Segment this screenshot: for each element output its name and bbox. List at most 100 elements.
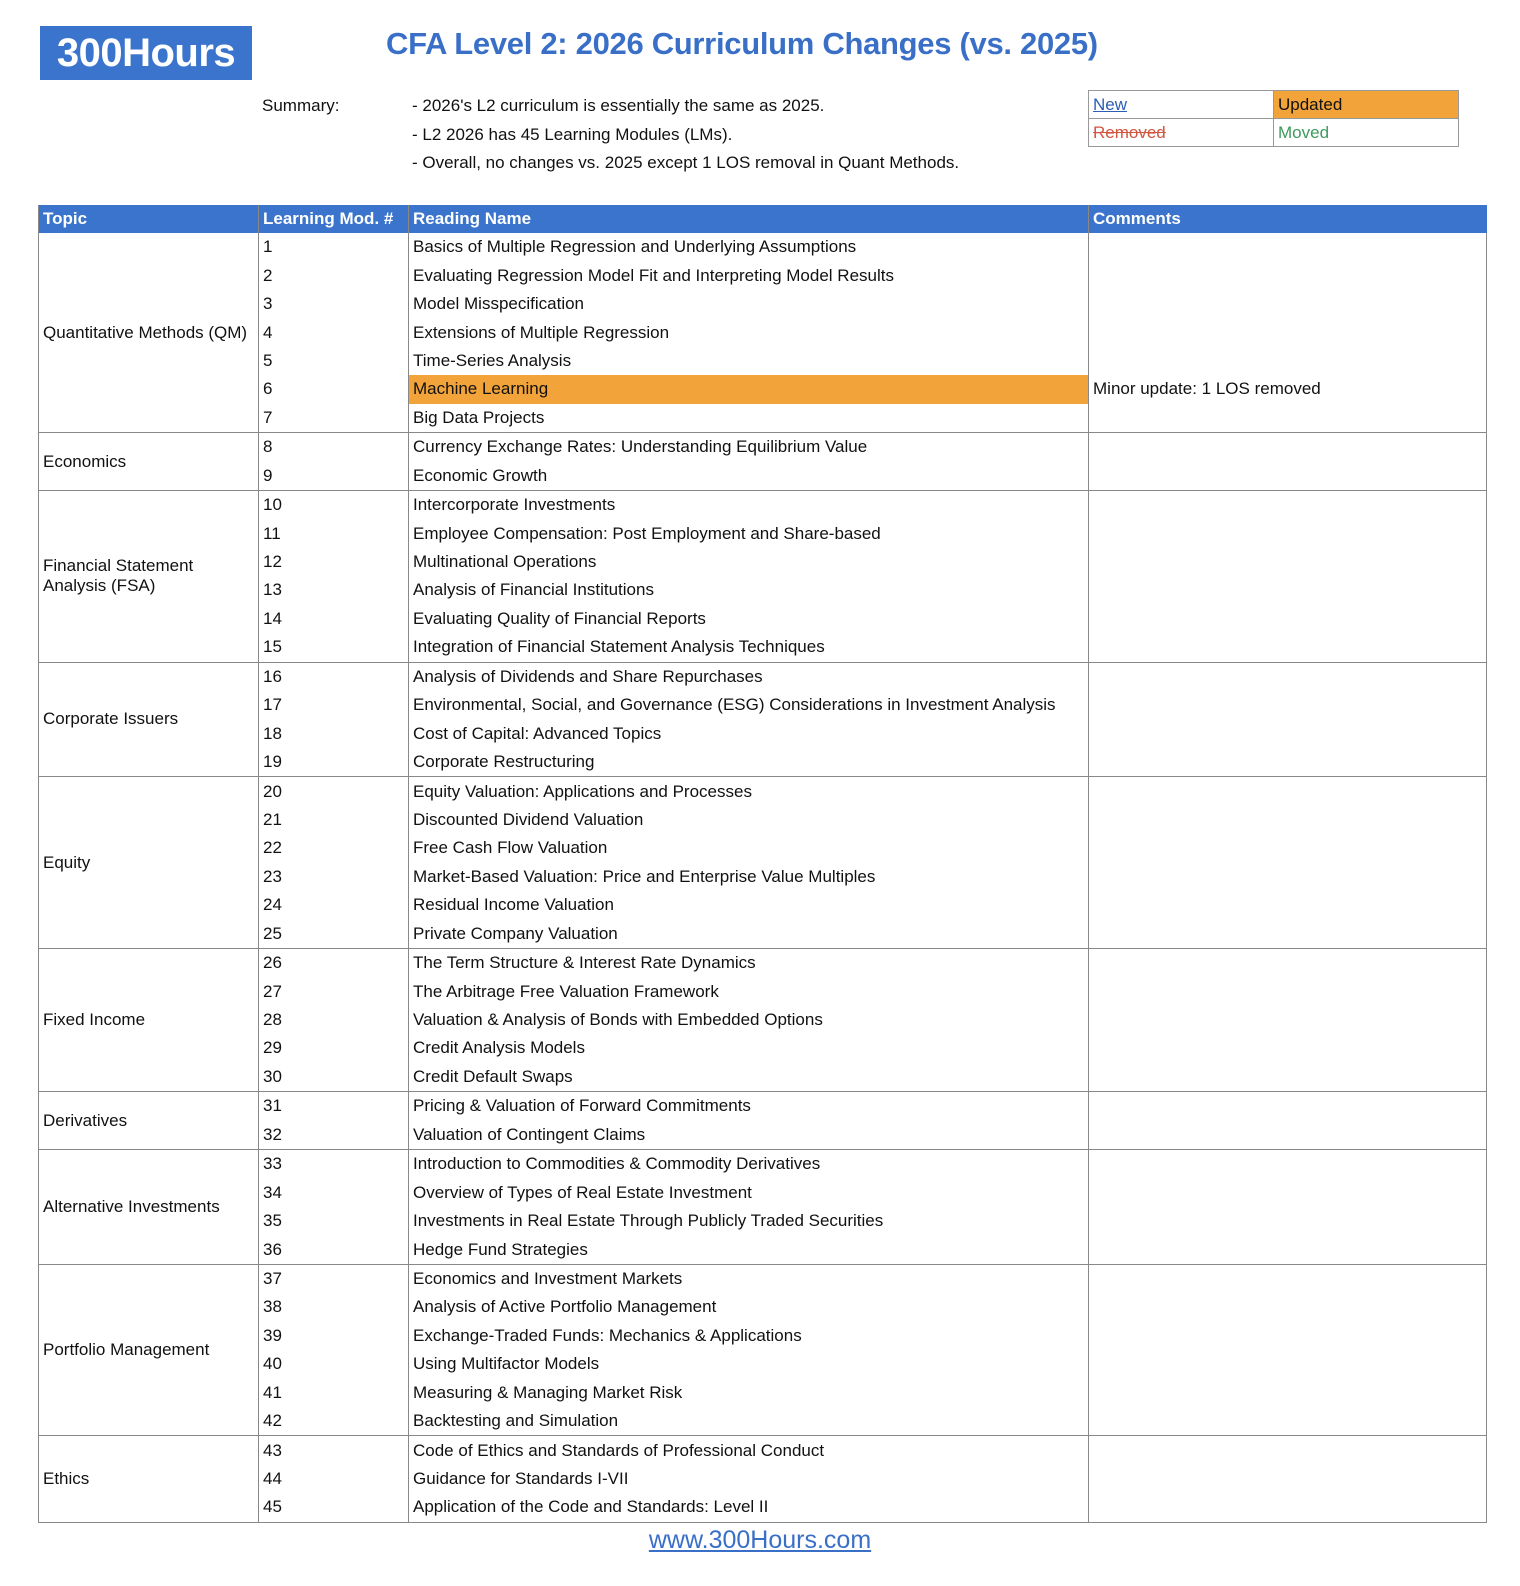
module-number: 13: [258, 576, 409, 605]
table-row: 12 Multinational Operations: [39, 547, 1487, 577]
comment: [1088, 490, 1487, 520]
comment: [1088, 1406, 1487, 1437]
table-row: Financial Statement Analysis (FSA) 10 Inte…: [38, 490, 1487, 663]
reading-name: Guidance for Standards I-VII: [408, 1464, 1089, 1494]
comment: [1088, 862, 1487, 892]
module-number: 41: [258, 1378, 409, 1407]
module-number: 32: [258, 1120, 409, 1150]
reading-name: Private Company Valuation: [408, 919, 1089, 949]
module-number: 38: [258, 1293, 409, 1322]
legend: New Updated Removed Moved: [1088, 90, 1459, 147]
comment: [1088, 1264, 1487, 1294]
reading-name: Market-Based Valuation: Price and Enterp…: [408, 862, 1089, 892]
reading-name: Hedge Fund Strategies: [408, 1235, 1089, 1265]
reading-name: Extensions of Multiple Regression: [408, 318, 1089, 347]
module-number: 35: [258, 1206, 409, 1236]
reading-name: Pricing & Valuation of Forward Commitmen…: [408, 1091, 1089, 1121]
table-row: 19 Corporate Restructuring: [39, 747, 1487, 778]
comment: Minor update: 1 LOS removed: [1088, 375, 1487, 404]
reading-name: The Term Structure & Interest Rate Dynam…: [408, 948, 1089, 978]
comment: [1088, 233, 1487, 262]
module-number: 27: [258, 977, 409, 1006]
module-number: 17: [258, 691, 409, 720]
comment: [1088, 776, 1487, 806]
reading-name: Integration of Financial Statement Analy…: [408, 633, 1089, 663]
comment: [1088, 1120, 1487, 1150]
table-row: 3 Model Misspecification: [39, 289, 1487, 319]
table-row: 44 Guidance for Standards I-VII: [39, 1464, 1487, 1494]
table-row: 9 Economic Growth: [39, 461, 1487, 491]
comment: [1088, 977, 1487, 1006]
reading-name: Overview of Types of Real Estate Investm…: [408, 1178, 1089, 1207]
module-number: 3: [258, 289, 409, 319]
reading-name: Introduction to Commodities & Commodity …: [408, 1149, 1089, 1179]
comment: [1088, 633, 1487, 663]
website-link[interactable]: www.300Hours.com: [648, 1526, 872, 1554]
module-number: 31: [258, 1091, 409, 1121]
table-row: 22 Free Cash Flow Valuation: [39, 834, 1487, 863]
reading-name: Equity Valuation: Applications and Proce…: [408, 776, 1089, 806]
table-row: Quantitative Methods (QM) 1 Basics of Mult…: [38, 233, 1487, 434]
comment: [1088, 1321, 1487, 1351]
module-number: 24: [258, 891, 409, 920]
comment: [1088, 691, 1487, 720]
reading-name: Free Cash Flow Valuation: [408, 834, 1089, 863]
comment: [1088, 1206, 1487, 1236]
reading-name: Investments in Real Estate Through Publi…: [408, 1206, 1089, 1236]
comment: [1088, 805, 1487, 835]
comment: [1088, 519, 1487, 548]
reading-name: Cost of Capital: Advanced Topics: [408, 719, 1089, 748]
table-row: Equity 20 Equity Valuation: Applications a…: [38, 776, 1487, 949]
reading-name: Time-Series Analysis: [408, 346, 1089, 376]
table-row: 18 Cost of Capital: Advanced Topics: [39, 719, 1487, 748]
comment: [1088, 1091, 1487, 1121]
comment: [1088, 1378, 1487, 1407]
module-number: 11: [258, 519, 409, 548]
header-reading-name: Reading Name: [408, 205, 1089, 233]
reading-name: Credit Analysis Models: [408, 1034, 1089, 1063]
reading-name: Intercorporate Investments: [408, 490, 1089, 520]
module-number: 6: [258, 375, 409, 404]
table-row: 30 Credit Default Swaps: [39, 1062, 1487, 1093]
reading-name: Using Multifactor Models: [408, 1350, 1089, 1379]
module-number: 23: [258, 862, 409, 892]
table-row: 34 Overview of Types of Real Estate Inves…: [39, 1178, 1487, 1207]
summary-line: - 2026's L2 curriculum is essentially th…: [412, 96, 825, 115]
topic-cell: Economics: [38, 432, 259, 491]
comment: [1088, 1350, 1487, 1379]
comment: [1088, 1178, 1487, 1207]
table-row: 28 Valuation & Analysis of Bonds with Emb…: [39, 1005, 1487, 1035]
module-number: 4: [258, 318, 409, 347]
module-number: 7: [258, 403, 409, 434]
reading-name: Environmental, Social, and Governance (E…: [408, 691, 1089, 720]
comment: [1088, 662, 1487, 691]
reading-name: Valuation of Contingent Claims: [408, 1120, 1089, 1150]
module-number: 36: [258, 1235, 409, 1265]
module-number: 42: [258, 1406, 409, 1437]
comment: [1088, 318, 1487, 347]
table-row: 24 Residual Income Valuation: [39, 891, 1487, 920]
legend-new-label: New: [1093, 94, 1128, 114]
reading-name: Multinational Operations: [408, 547, 1089, 577]
module-number: 14: [258, 604, 409, 634]
topic-cell: Quantitative Methods (QM): [38, 233, 259, 434]
reading-name: Employee Compensation: Post Employment a…: [408, 519, 1089, 548]
module-number: 26: [258, 948, 409, 978]
reading-name: Economic Growth: [408, 461, 1089, 491]
comment: [1088, 1493, 1487, 1523]
reading-name: Application of the Code and Standards: L…: [408, 1493, 1089, 1523]
table-row: Corporate Issuers 16 Analysis of Dividends…: [38, 662, 1487, 778]
topic-cell: Alternative Investments: [38, 1149, 259, 1265]
comment: [1088, 461, 1487, 491]
reading-name: Model Misspecification: [408, 289, 1089, 319]
comment: [1088, 747, 1487, 778]
table-row: 7 Big Data Projects: [39, 403, 1487, 434]
comment: [1088, 1034, 1487, 1063]
module-number: 15: [258, 633, 409, 663]
reading-name: Corporate Restructuring: [408, 747, 1089, 778]
topic-cell: Ethics: [38, 1435, 259, 1523]
module-number: 5: [258, 346, 409, 376]
footer: www.300Hours.com: [0, 1526, 1520, 1555]
reading-name: Economics and Investment Markets: [408, 1264, 1089, 1294]
table-row: 36 Hedge Fund Strategies: [39, 1235, 1487, 1265]
